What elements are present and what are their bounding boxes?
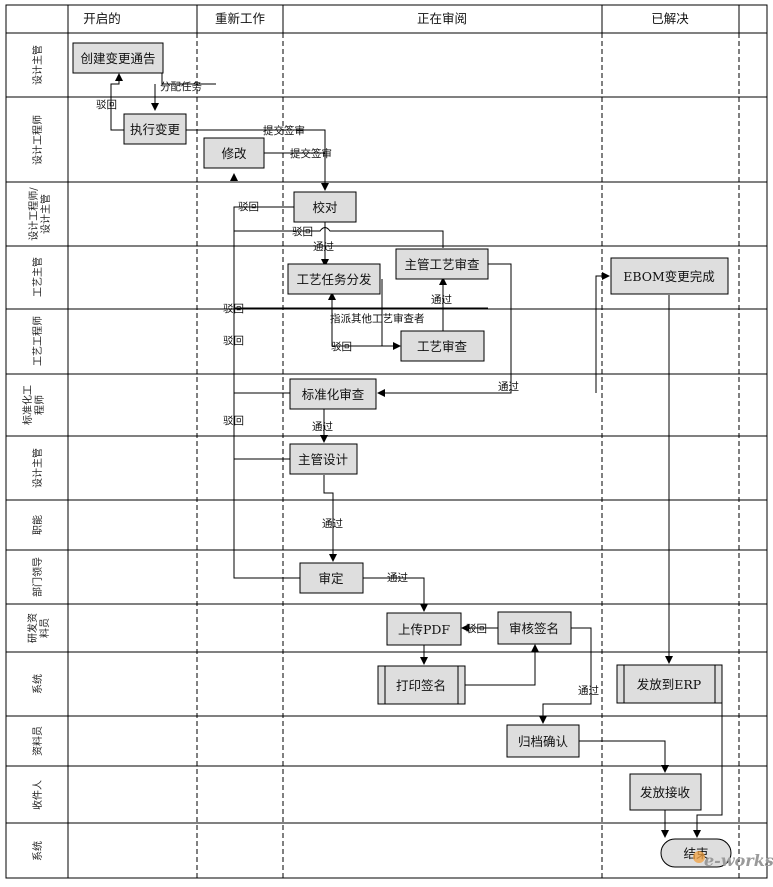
watermark-text: e-works xyxy=(704,851,773,870)
node-release-erp-label: 发放到ERP xyxy=(637,677,701,692)
lane-label-system-2: 系统 xyxy=(31,841,44,861)
lane-label-clerk: 资料员 xyxy=(31,726,44,756)
node-audit-sign[interactable]: 审核签名 xyxy=(497,611,572,645)
lane-label-system: 系统 xyxy=(31,674,44,694)
column-header-reviewing: 正在审阅 xyxy=(417,11,467,26)
lane-label-design-chief: 设计主管 xyxy=(31,45,44,85)
node-process-review[interactable]: 工艺审查 xyxy=(400,330,485,362)
lane-label-design-engineer: 设计工程师 xyxy=(31,115,44,165)
node-execute-change[interactable]: 执行变更 xyxy=(123,113,187,145)
node-approve[interactable]: 审定 xyxy=(299,562,364,594)
node-ebom-complete[interactable]: EBOM变更完成 xyxy=(610,257,729,295)
column-header-resolved: 已解决 xyxy=(651,11,689,26)
column-dividers xyxy=(196,33,740,878)
label-reject-8: 驳回 xyxy=(466,623,487,635)
lane-label-standardization-engineer: 标准化工程师 xyxy=(21,385,46,425)
node-chief-process-review[interactable]: 主管工艺审查 xyxy=(395,248,489,280)
label-assign-other: 指派其他工艺审查者 xyxy=(330,312,425,325)
label-reject-1: 驳回 xyxy=(96,99,117,111)
node-process-assign-label: 工艺任务分发 xyxy=(296,272,372,287)
lane-label-function: 职能 xyxy=(31,515,44,535)
watermark-logo: e-works xyxy=(693,851,773,870)
lane-label-process-engineer: 工艺工程师 xyxy=(31,316,44,366)
label-reject-6: 驳回 xyxy=(331,341,352,353)
node-standardization-review[interactable]: 标准化审查 xyxy=(289,378,377,410)
node-proofread[interactable]: 校对 xyxy=(293,191,357,223)
node-receive[interactable]: 发放接收 xyxy=(629,773,702,811)
label-reject-2: 驳回 xyxy=(238,201,259,213)
node-execute-change-label: 执行变更 xyxy=(130,122,181,137)
node-release-erp[interactable]: 发放到ERP xyxy=(616,664,723,704)
node-print-sign-label: 打印签名 xyxy=(396,678,446,693)
lane-label-recipient: 收件人 xyxy=(31,780,44,810)
lane-label-design-chief-2: 设计主管 xyxy=(31,448,44,488)
lane-label-dept-leader: 部门领导 xyxy=(31,557,44,597)
lane-label-process-chief: 工艺主管 xyxy=(31,257,44,297)
node-chief-process-review-label: 主管工艺审查 xyxy=(404,257,480,272)
label-submit-sign-1: 提交签审 xyxy=(263,124,305,137)
label-pass-5: 通过 xyxy=(322,517,343,530)
edges xyxy=(110,73,723,838)
node-modify-label: 修改 xyxy=(221,146,247,161)
label-pass-7: 通过 xyxy=(578,684,599,697)
label-reject-5: 驳回 xyxy=(223,335,244,347)
node-approve-label: 审定 xyxy=(318,571,343,586)
edge-labels: 分配任务 驳回 提交签审 提交签审 驳回 驳回 通过 通过 驳回 指派其他工艺审… xyxy=(96,80,599,697)
node-modify[interactable]: 修改 xyxy=(203,137,265,169)
node-create-notice-label: 创建变更通告 xyxy=(80,51,155,66)
label-reject-4: 驳回 xyxy=(223,303,244,315)
label-pass-6: 通过 xyxy=(387,571,408,584)
label-submit-sign-2: 提交签审 xyxy=(290,147,332,160)
node-archive-confirm-label: 归档确认 xyxy=(518,734,569,749)
node-process-review-label: 工艺审查 xyxy=(417,339,468,354)
label-pass-1: 通过 xyxy=(313,240,334,253)
label-assign-task: 分配任务 xyxy=(160,80,202,93)
node-proofread-label: 校对 xyxy=(312,200,337,215)
column-header-rework: 重新工作 xyxy=(215,11,266,26)
node-receive-label: 发放接收 xyxy=(640,785,691,800)
node-audit-sign-label: 审核签名 xyxy=(509,621,559,636)
label-pass-3: 通过 xyxy=(498,380,519,393)
node-archive-confirm[interactable]: 归档确认 xyxy=(506,724,580,758)
label-pass-2: 通过 xyxy=(431,293,452,306)
lane-label-rd-clerk: 研发资料员 xyxy=(26,613,51,643)
node-upload-pdf[interactable]: 上传PDF xyxy=(386,612,462,646)
label-reject-7: 驳回 xyxy=(223,415,244,427)
node-ebom-complete-label: EBOM变更完成 xyxy=(623,269,715,284)
label-pass-4: 通过 xyxy=(312,420,333,433)
column-header-open: 开启的 xyxy=(83,11,121,26)
node-create-notice[interactable]: 创建变更通告 xyxy=(72,42,164,74)
lane-label-design-engineer-chief: 设计工程师/设计主管 xyxy=(27,187,52,241)
node-standardization-review-label: 标准化审查 xyxy=(302,387,365,402)
lane-grid xyxy=(5,4,768,879)
node-chief-design[interactable]: 主管设计 xyxy=(289,443,358,475)
node-print-sign[interactable]: 打印签名 xyxy=(377,665,466,705)
node-upload-pdf-label: 上传PDF xyxy=(398,622,450,637)
node-chief-design-label: 主管设计 xyxy=(298,452,348,467)
nodes: 创建变更通告 执行变更 修改 校对 工艺任务分发 主管工艺审查 工艺审查 标准 xyxy=(72,42,732,868)
node-process-assign[interactable]: 工艺任务分发 xyxy=(287,263,381,295)
label-reject-3: 驳回 xyxy=(292,226,313,238)
